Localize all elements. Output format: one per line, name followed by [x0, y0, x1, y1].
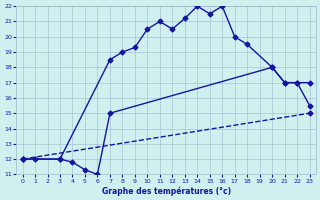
X-axis label: Graphe des températures (°c): Graphe des températures (°c): [101, 186, 231, 196]
